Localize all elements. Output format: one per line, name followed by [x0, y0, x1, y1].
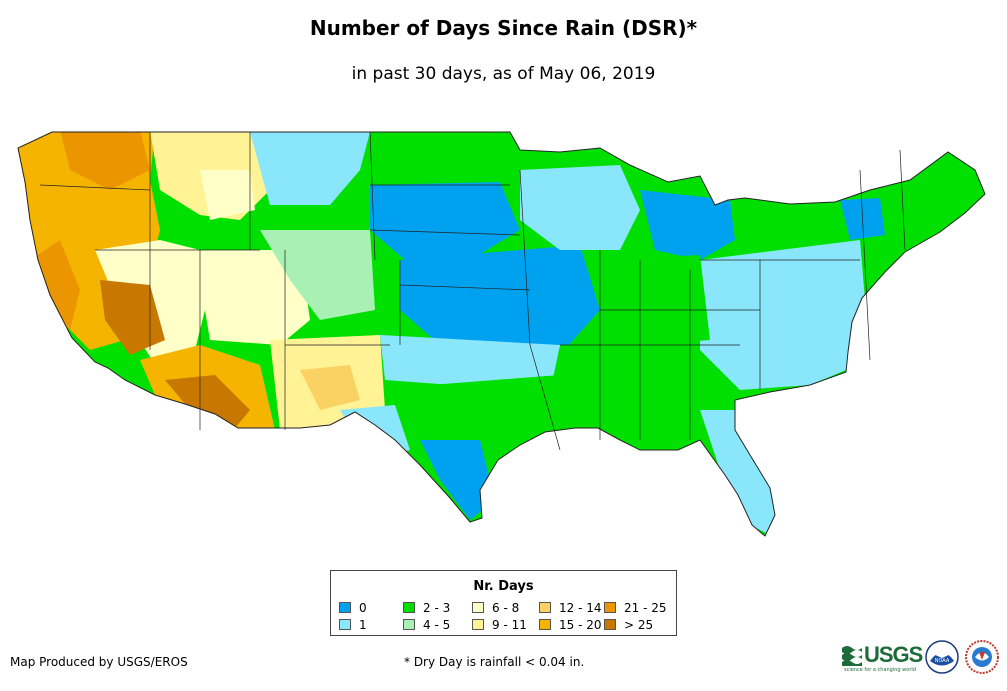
- svg-text:NOAA: NOAA: [935, 658, 950, 664]
- map-subtitle: in past 30 days, as of May 06, 2019: [351, 64, 656, 84]
- dry-day-footnote: * Dry Day is rainfall < 0.04 in.: [404, 655, 585, 669]
- legend-label: 6 - 8: [492, 600, 520, 615]
- legend-label: > 25: [624, 617, 654, 632]
- usgs-logo-text: USGS: [864, 642, 923, 667]
- region-ohio-valley: [600, 255, 710, 345]
- usgs-logo: USGS: [842, 642, 923, 667]
- nws-logo-icon: [965, 640, 999, 674]
- dsr-map: [0, 110, 1007, 550]
- region-minnesota-wisconsin: [520, 165, 640, 250]
- region-wyoming-west: [200, 170, 255, 220]
- legend-swatch: [539, 602, 551, 613]
- region-nm-dry: [300, 365, 360, 410]
- region-utah-colorado: [195, 250, 310, 345]
- region-montana-east: [250, 132, 370, 205]
- state-borders: [39, 131, 906, 451]
- legend-swatch: [403, 619, 415, 630]
- region-mid-atlantic: [700, 240, 870, 390]
- agency-logos: USGS science for a changing world NOAA: [842, 638, 1002, 678]
- legend-label: 0: [359, 600, 367, 615]
- legend-item-6: 12 - 14: [539, 600, 602, 615]
- usgs-tagline: science for a changing world: [844, 667, 916, 673]
- legend-item-3: 4 - 5: [403, 617, 451, 632]
- legend-item-7: 15 - 20: [539, 617, 602, 632]
- legend-item-8: 21 - 25: [604, 600, 667, 615]
- legend-item-4: 6 - 8: [472, 600, 520, 615]
- legend-label: 4 - 5: [423, 617, 451, 632]
- region-central-ca: [30, 240, 80, 330]
- region-florida: [700, 410, 780, 536]
- dsr-regions: [18, 132, 985, 536]
- legend-swatch: [339, 619, 351, 630]
- us-map-svg: [17, 131, 986, 537]
- legend-label: 9 - 11: [492, 617, 527, 632]
- region-michigan: [640, 190, 735, 260]
- legend-item-1: 1: [339, 617, 367, 632]
- region-north-dakota: [370, 132, 520, 185]
- legend-label: 2 - 3: [423, 600, 451, 615]
- legend-item-9: > 25: [604, 617, 654, 632]
- noaa-logo: NOAA: [925, 640, 959, 674]
- region-arizona-dry: [165, 375, 250, 428]
- region-oklahoma: [380, 335, 560, 385]
- map-credit: Map Produced by USGS/EROS: [10, 655, 188, 669]
- legend-label: 12 - 14: [559, 600, 602, 615]
- region-colorado-east: [260, 230, 375, 320]
- region-texas-coast: [420, 440, 495, 520]
- legend-swatch: [403, 602, 415, 613]
- legend-swatch: [604, 602, 616, 613]
- region-kansas-missouri: [400, 245, 600, 355]
- legend-swatch: [604, 619, 616, 630]
- legend-swatch: [339, 602, 351, 613]
- legend-label: 21 - 25: [624, 600, 667, 615]
- legend-swatch: [472, 619, 484, 630]
- legend-label: 1: [359, 617, 367, 632]
- usgs-wave-icon: [842, 646, 862, 666]
- legend-item-5: 9 - 11: [472, 617, 527, 632]
- legend: Nr. Days 0 1 2 - 3 4 - 5 6 - 8 9 - 11 12…: [330, 570, 677, 636]
- region-oregon-interior: [60, 132, 150, 190]
- legend-label: 15 - 20: [559, 617, 602, 632]
- legend-item-2: 2 - 3: [403, 600, 451, 615]
- map-title: Number of Days Since Rain (DSR)*: [309, 16, 698, 40]
- legend-title: Nr. Days: [473, 579, 534, 594]
- legend-swatch: [539, 619, 551, 630]
- legend-item-0: 0: [339, 600, 367, 615]
- legend-swatch: [472, 602, 484, 613]
- region-south-dakota: [370, 182, 520, 260]
- region-nevada-dry: [100, 280, 165, 355]
